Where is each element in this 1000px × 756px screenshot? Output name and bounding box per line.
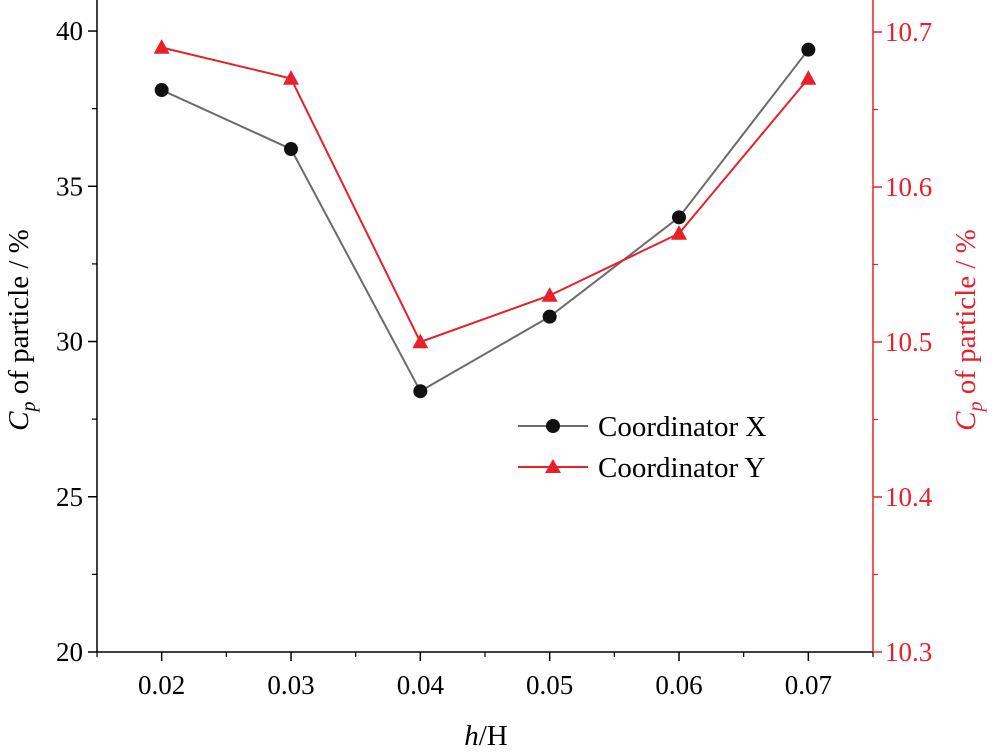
- left-y-tick-label: 30: [56, 327, 83, 357]
- series-line-coordinator-y: [161, 46, 810, 344]
- x-tick-label: 0.07: [785, 670, 832, 700]
- data-point-circle: [801, 42, 816, 57]
- data-point-triangle: [153, 39, 170, 54]
- legend-marker-triangle: [545, 459, 561, 473]
- legend-label: Coordinator X: [598, 411, 766, 443]
- data-point-triangle: [800, 70, 817, 85]
- x-tick-label: 0.02: [138, 670, 185, 700]
- data-point-circle: [284, 142, 298, 157]
- data-point-triangle: [283, 70, 299, 85]
- x-tick-label: 0.05: [526, 670, 573, 700]
- data-point-triangle: [671, 225, 687, 240]
- legend-label: Coordinator Y: [598, 452, 765, 484]
- left-y-tick-label: 40: [56, 16, 83, 46]
- data-point-triangle: [541, 287, 558, 302]
- right-y-tick-label: 10.3: [885, 637, 932, 667]
- data-point-circle: [154, 83, 169, 98]
- left-y-tick-label: 25: [56, 482, 83, 512]
- right-y-tick-label: 10.7: [885, 17, 932, 47]
- legend: Coordinator X Coordinator Y: [518, 411, 766, 484]
- x-tick-label: 0.03: [267, 670, 314, 700]
- right-y-tick-label: 10.6: [885, 172, 932, 202]
- right-y-axis-title: Cp of particle / %: [950, 229, 987, 431]
- x-tick-label: 0.06: [655, 670, 702, 700]
- left-y-tick-label: 35: [56, 171, 83, 201]
- data-point-circle: [413, 384, 428, 399]
- x-tick-label: 0.04: [397, 670, 445, 700]
- data-point-circle: [542, 309, 557, 324]
- x-axis-title: h/H: [464, 720, 508, 752]
- right-y-tick-label: 10.5: [885, 327, 932, 357]
- left-y-axis-title: Cp of particle / %: [3, 229, 40, 431]
- left-y-tick-label: 20: [56, 637, 83, 667]
- data-point-circle: [672, 210, 686, 225]
- series-line-coordinator-x: [161, 49, 810, 393]
- right-y-tick-label: 10.4: [885, 482, 933, 512]
- data-point-triangle: [412, 333, 429, 349]
- legend-marker-circle: [546, 419, 560, 433]
